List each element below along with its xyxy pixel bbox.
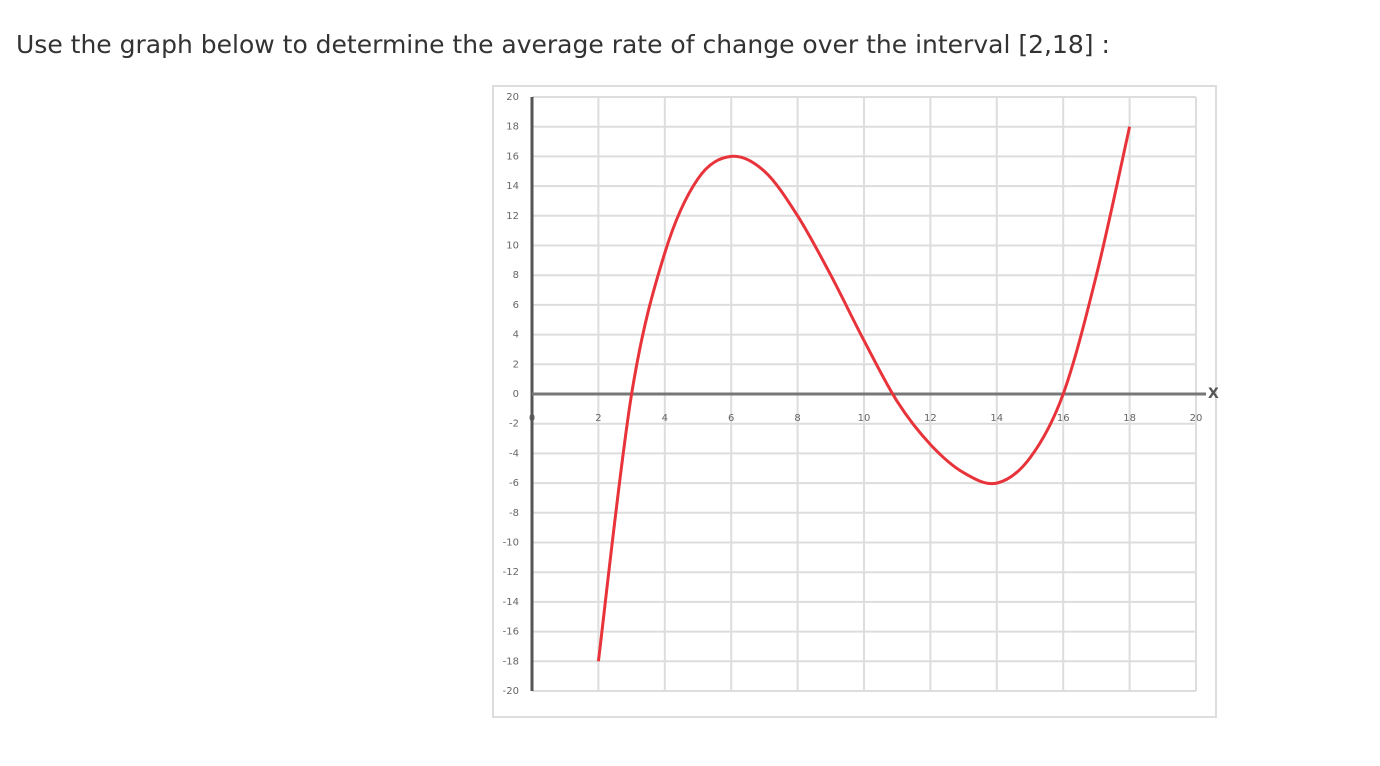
y-tick-label: -14 (503, 597, 519, 608)
curve (596, 126, 1132, 662)
x-tick-label: 16 (1057, 413, 1070, 424)
y-tick-label: -8 (509, 508, 519, 519)
y-tick-label: -18 (503, 656, 519, 667)
y-tick-label: -12 (503, 567, 519, 578)
x-tick-label: 14 (990, 413, 1003, 424)
y-tick-label: -10 (503, 538, 519, 549)
y-tick-label: -16 (503, 627, 519, 638)
question: Use the graph below to determine the ave… (16, 30, 1110, 59)
y-tick-label: -6 (509, 478, 519, 489)
x-tick-label: 4 (662, 413, 668, 424)
x-tick-label: 8 (794, 413, 800, 424)
y-tick-label: 0 (513, 389, 519, 400)
x-tick-label: 18 (1123, 413, 1136, 424)
y-tick-label: 4 (513, 330, 519, 341)
y-tick-label: 10 (506, 241, 519, 252)
y-tick-label: 16 (506, 151, 519, 162)
x-tick-label: 10 (858, 413, 871, 424)
y-tick-label: -2 (509, 419, 519, 430)
y-tick-label: -20 (503, 686, 519, 697)
y-tick-label: 6 (513, 300, 519, 311)
x-tick-label: 6 (728, 413, 734, 424)
chart-frame (492, 85, 1217, 718)
x-tick-label: 2 (595, 413, 601, 424)
y-tick-label: 12 (506, 211, 519, 222)
y-tick-label: 8 (513, 270, 519, 281)
x-tick-label: 12 (924, 413, 937, 424)
y-tick-label: 14 (506, 181, 519, 192)
y-tick-label: 2 (513, 359, 519, 370)
y-tick-label: -4 (509, 448, 519, 459)
y-tick-label: 20 (506, 92, 519, 103)
y-tick-label: 18 (506, 122, 519, 133)
x-tick-label: 20 (1190, 413, 1203, 424)
x-axis-label: X (1208, 386, 1219, 402)
